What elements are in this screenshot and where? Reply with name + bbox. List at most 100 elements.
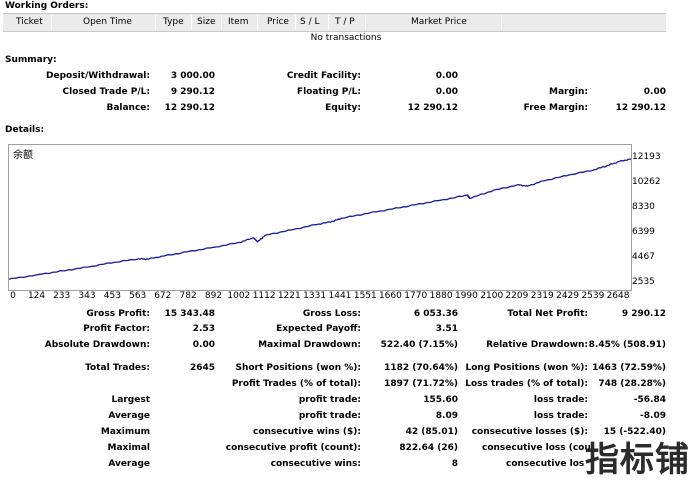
maximal-label: Maximal [107, 443, 150, 453]
long-positions-label: Long Positions (won %): [465, 363, 588, 373]
largest-loss-value: -56.84 [633, 395, 666, 405]
x-tick-label: 1770 [404, 291, 428, 301]
profit-factor-value: 2.53 [192, 324, 215, 334]
col-price[interactable]: Price [267, 17, 289, 27]
total-trades-label: Total Trades: [85, 363, 150, 373]
col-type[interactable]: Type [163, 17, 184, 27]
col-market-price[interactable]: Market Price [411, 17, 467, 27]
rel-drawdown-value: 8.45% (508.91) [588, 340, 666, 350]
profit-factor-label: Profit Factor: [83, 324, 150, 334]
maximum-label: Maximum [100, 427, 150, 437]
chart-title: 余额 [13, 148, 33, 161]
col-tp[interactable]: T / P [335, 17, 355, 27]
x-tick-label: 1221 [277, 291, 301, 301]
balance-line-series-0 [9, 158, 631, 280]
x-tick-label: 233 [53, 291, 71, 301]
col-sl[interactable]: S / L [300, 17, 320, 27]
y-tick-label: 6399 [632, 226, 655, 237]
profit-trades-value: 1897 (71.72%) [384, 379, 458, 389]
max-drawdown-label: Maximal Drawdown: [258, 340, 361, 350]
x-tick-label: 0 [10, 291, 16, 301]
profit-trades-label: Profit Trades (% of total): [231, 379, 361, 389]
balance-chart: 余额 [8, 144, 632, 291]
max-drawdown-value: 522.40 (7.15%) [380, 340, 458, 350]
x-tick-label: 1990 [454, 291, 478, 301]
short-positions-value: 1182 (70.64%) [384, 363, 458, 373]
average-profit-value: 8.09 [435, 411, 458, 421]
equity-label: Equity: [325, 103, 361, 113]
largest-profit-label: profit trade: [298, 395, 361, 405]
col-size[interactable]: Size [197, 17, 216, 27]
x-tick-label: 2319 [530, 291, 554, 301]
short-positions-label: Short Positions (won %): [235, 363, 361, 373]
total-net-label: Total Net Profit: [507, 309, 588, 319]
y-tick-label: 4467 [632, 251, 655, 262]
max-cons-wins-value: 42 (85.01) [405, 427, 458, 437]
floating-pl-label: Floating P/L: [296, 87, 361, 97]
credit-value: 0.00 [435, 71, 458, 81]
x-tick-label: 1002 [227, 291, 251, 301]
x-tick-label: 2100 [480, 291, 504, 301]
expected-payoff-label: Expected Payoff: [276, 324, 361, 334]
avg-cons-losses-label: consecutive los [506, 459, 585, 469]
loss-trades-label: Loss trades (% of total): [465, 379, 588, 389]
x-tick-label: 2429 [556, 291, 580, 301]
max-cons-losses-value: 15 (-522.40) [603, 427, 666, 437]
col-ticket[interactable]: Ticket [16, 17, 43, 27]
maximal-profit-label: consecutive profit (count): [225, 443, 361, 453]
largest-label: Largest [111, 395, 150, 405]
watermark-logo: 指标铺 [585, 440, 690, 480]
average2-label: Average [108, 459, 150, 469]
abs-drawdown-label: Absolute Drawdown: [44, 340, 150, 350]
x-tick-label: 2539 [581, 291, 605, 301]
credit-label: Credit Facility: [286, 71, 361, 81]
no-transactions-text: No transactions [310, 33, 382, 43]
expected-payoff-value: 3.51 [435, 324, 458, 334]
max-cons-wins-label: consecutive wins ($): [252, 427, 361, 437]
x-tick-label: 2209 [505, 291, 529, 301]
working-orders-title: Working Orders: [5, 1, 89, 11]
balance-value: 12 290.12 [164, 103, 215, 113]
y-tick-label: 12193 [632, 152, 661, 162]
closed-pl-label: Closed Trade P/L: [62, 87, 150, 97]
free-margin-label: Free Margin: [523, 103, 588, 113]
x-tick-label: 124 [27, 291, 46, 301]
x-tick-label: 453 [103, 291, 121, 301]
rel-drawdown-label: Relative Drawdown: [486, 340, 588, 350]
x-tick-label: 1551 [353, 291, 377, 301]
long-positions-value: 1463 (72.59%) [592, 363, 666, 373]
x-tick-label: 1441 [328, 291, 352, 301]
deposit-label: Deposit/Withdrawal: [46, 71, 150, 81]
average-profit-label: profit trade: [298, 411, 361, 421]
max-cons-losses-label: consecutive losses ($): [471, 427, 588, 437]
col-item[interactable]: Item [228, 17, 249, 27]
gross-profit-label: Gross Profit: [86, 309, 150, 319]
floating-pl-value: 0.00 [435, 87, 458, 97]
x-tick-label: 782 [179, 291, 197, 301]
balance-chart-svg: 余额 [9, 148, 631, 280]
x-tick-label: 1660 [378, 291, 402, 301]
closed-pl-value: 9 290.12 [170, 87, 215, 97]
largest-loss-label: loss trade: [533, 395, 588, 405]
x-tick-label: 892 [204, 291, 223, 301]
details-title: Details: [5, 125, 45, 135]
x-tick-label: 343 [78, 291, 96, 301]
x-tick-label: 1880 [429, 291, 453, 301]
x-tick-label: 1112 [252, 291, 276, 301]
average-loss-label: loss trade: [533, 411, 588, 421]
total-trades-value: 2645 [189, 363, 215, 373]
loss-trades-value: 748 (28.28%) [598, 379, 666, 389]
working-orders-header: Ticket Open Time Type Size Item Price S … [3, 13, 666, 32]
y-tick-label: 10262 [632, 176, 661, 187]
average-label: Average [108, 411, 150, 421]
average-loss-value: -8.09 [640, 411, 666, 421]
col-open-time[interactable]: Open Time [83, 17, 132, 27]
summary-title: Summary: [5, 55, 57, 65]
gross-loss-value: 6 053.36 [413, 309, 458, 319]
x-tick-label: 1331 [303, 291, 327, 301]
free-margin-value: 12 290.12 [615, 103, 666, 113]
total-net-value: 9 290.12 [621, 309, 666, 319]
maximal-loss-label: consecutive loss (cou [482, 443, 591, 453]
margin-label: Margin: [548, 87, 588, 97]
x-tick-label: 563 [129, 291, 147, 301]
